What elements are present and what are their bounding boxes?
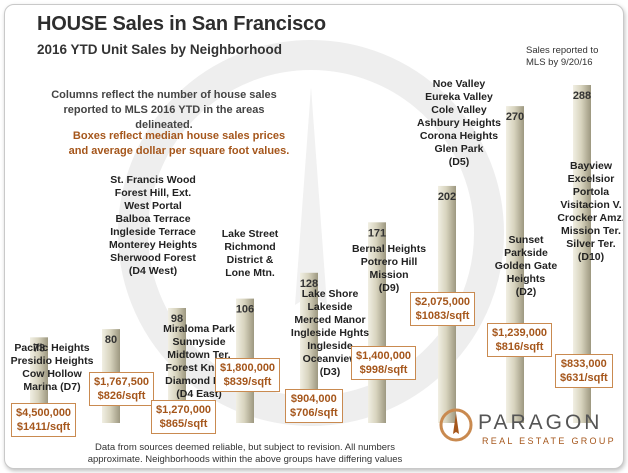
footer-disclaimer: Data from sources deemed reliable, but s… <box>87 442 403 465</box>
price-box-7: $2,075,000 $1083/sqft <box>410 292 476 326</box>
bar-value-label-2: 80 <box>105 334 117 346</box>
price-box-6: $1,400,000 $998/sqft <box>351 346 417 380</box>
bar-value-label-5: 128 <box>300 278 318 290</box>
neighborhood-label-6: Bernal Heights Potrero Hill Mission (D9) <box>351 243 427 294</box>
bar-value-label-7: 202 <box>438 191 456 203</box>
chart-title: HOUSE Sales in San Francisco <box>37 13 326 35</box>
price-box-4: $1,800,000 $839/sqft <box>215 358 281 392</box>
price-box-9: $833,000 $631/sqft <box>555 354 613 388</box>
columns-description: Columns reflect the number of house sale… <box>51 89 277 131</box>
boxes-description: Boxes reflect median house sales prices … <box>68 130 290 157</box>
neighborhood-label-8: Sunset Parkside Golden Gate Heights (D2) <box>494 234 558 298</box>
bar-3 <box>168 307 186 423</box>
price-box-8: $1,239,000 $816/sqft <box>487 323 553 357</box>
bar-9 <box>573 85 591 423</box>
neighborhood-label-4: Lake Street Richmond District & Lone Mtn… <box>221 228 279 279</box>
neighborhood-label-9: Bayview Excelsior Portola Visitacion V. … <box>557 160 624 263</box>
price-box-3: $1,270,000 $865/sqft <box>151 400 217 434</box>
bar-5 <box>300 272 318 423</box>
logo-name: PARAGON <box>478 411 603 434</box>
paragon-logo-icon <box>439 408 473 442</box>
neighborhood-label-1: Pacific Heights Presidio Heights Cow Hol… <box>10 342 94 393</box>
price-box-1: $4,500,000 $1411/sqft <box>11 403 77 437</box>
bar-value-label-3: 98 <box>171 313 183 325</box>
price-box-2: $1,767,500 $826/sqft <box>89 372 155 406</box>
bar-value-label-6: 171 <box>368 227 386 239</box>
bar-1 <box>30 337 48 423</box>
bar-value-label-8: 270 <box>506 111 524 123</box>
neighborhood-label-5: Lake Shore Lakeside Merced Manor Inglesi… <box>290 288 370 378</box>
reported-date-note: Sales reported to MLS by 9/20/16 <box>526 45 599 68</box>
bar-value-label-1: 73 <box>33 342 45 354</box>
chart-frame: 73 80 98 106 128 171 202 270 288 HOUSE Sales in … <box>4 4 624 469</box>
chart-subtitle: 2016 YTD Unit Sales by Neighborhood <box>37 42 283 57</box>
logo-tagline: REAL ESTATE GROUP <box>482 436 616 446</box>
price-box-5: $904,000 $706/sqft <box>285 389 343 423</box>
bar-value-label-4: 106 <box>236 304 254 316</box>
neighborhood-label-7: Noe Valley Eureka Valley Cole Valley Ash… <box>416 78 501 168</box>
neighborhood-label-2: St. Francis Wood Forest Hill, Ext. West … <box>108 174 198 277</box>
bar-value-label-9: 288 <box>573 90 591 102</box>
